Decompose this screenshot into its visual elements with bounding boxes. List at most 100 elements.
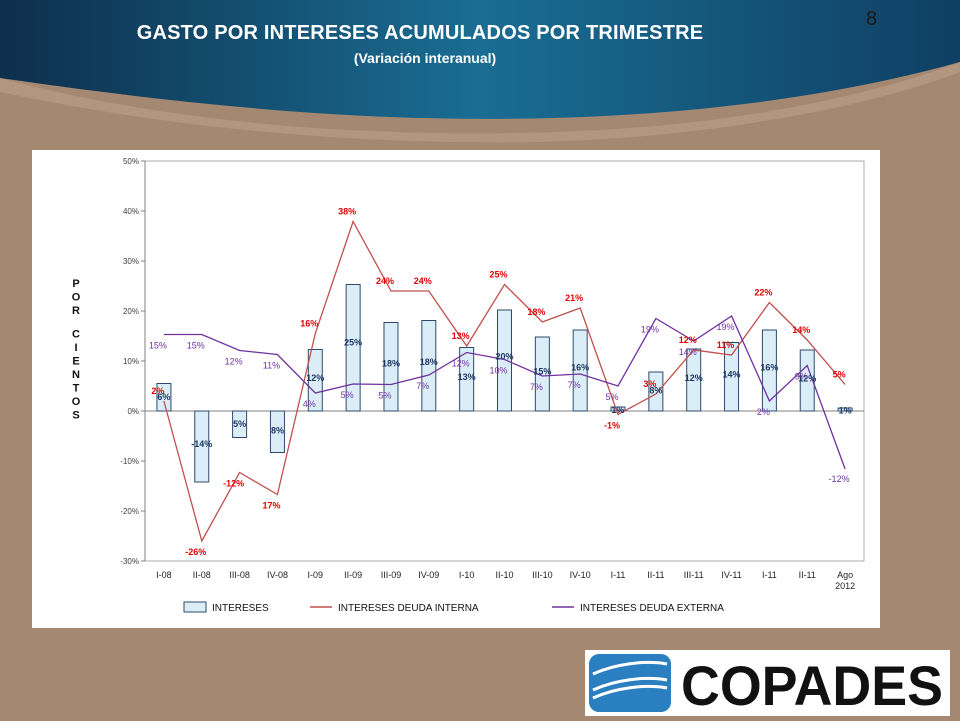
data-label-deuda-externa: 2% (757, 407, 770, 417)
bar-intereses (459, 347, 475, 412)
data-label-deuda-interna: 3% (643, 379, 656, 389)
logo-text: COPADES (681, 654, 943, 716)
data-label-deuda-externa: -12% (829, 474, 850, 484)
data-label-deuda-externa: 10% (489, 366, 507, 376)
data-label-deuda-interna: 11% (717, 340, 735, 350)
data-label-deuda-externa: 7% (568, 380, 581, 390)
legend-label-deuda-externa: INTERESES DEUDA EXTERNA (580, 603, 724, 614)
data-label-deuda-interna: -26% (185, 547, 206, 557)
x-tick-label: III-08 (229, 570, 250, 580)
x-tick-label: III-10 (532, 570, 553, 580)
data-label-intereses: 16% (760, 362, 778, 372)
x-tick-label: I-08 (156, 570, 172, 580)
x-tick-label: I-11 (611, 570, 626, 580)
x-tick-label: IV-10 (570, 570, 591, 580)
header-background (0, 0, 960, 150)
data-label-intereses: 5% (233, 419, 246, 429)
x-tick-label: III-09 (381, 570, 402, 580)
bar-intereses (648, 371, 664, 412)
data-label-deuda-interna: -12% (223, 479, 244, 489)
data-label-deuda-interna: 2% (151, 386, 164, 396)
legend-label-intereses: INTERESES (212, 603, 269, 614)
x-tick-label: II-08 (193, 570, 211, 580)
data-label-deuda-interna: 5% (833, 370, 846, 380)
header-banner: GASTO POR INTERESES ACUMULADOS POR TRIME… (0, 0, 960, 150)
bar-intereses (345, 284, 361, 412)
data-label-deuda-interna: 17% (262, 501, 280, 511)
data-label-intereses: 15% (533, 366, 551, 376)
y-tick-label: 20% (123, 307, 139, 316)
data-label-deuda-interna: 18% (527, 307, 545, 317)
bar-intereses (572, 329, 588, 412)
data-label-deuda-externa: 12% (452, 359, 470, 369)
bar-intereses (307, 349, 323, 412)
y-tick-label: 40% (123, 207, 139, 216)
legend-label-deuda-interna: INTERESES DEUDA INTERNA (338, 603, 479, 614)
x-tick-label: II-11 (799, 570, 816, 580)
page-number: 8 (866, 8, 878, 30)
data-label-deuda-interna: 38% (338, 207, 356, 217)
data-label-deuda-externa: 4% (303, 399, 316, 409)
x-tick-label: II-11 (647, 570, 664, 580)
bar-intereses (269, 410, 285, 453)
y-tick-label: -20% (120, 507, 139, 516)
x-tick-label: IV-09 (418, 570, 439, 580)
data-label-intereses: 13% (458, 372, 476, 382)
bar-intereses (610, 406, 626, 412)
data-label-deuda-externa: 7% (416, 381, 429, 391)
data-label-deuda-interna: 16% (300, 319, 318, 329)
data-label-deuda-externa: 14% (679, 347, 697, 357)
y-tick-label: -30% (120, 557, 139, 566)
x-tick-label: Ago 2012 (835, 570, 855, 591)
x-tick-label: III-11 (684, 570, 704, 580)
y-tick-label: 30% (123, 257, 139, 266)
line-deuda-interna (163, 219, 846, 543)
data-label-intereses: 14% (723, 369, 741, 379)
bar-intereses (383, 322, 399, 412)
x-tick-label: IV-11 (721, 570, 741, 580)
logo-graphic: COPADES (589, 654, 943, 717)
bar-intereses (497, 309, 512, 412)
data-label-deuda-externa: 7% (530, 382, 543, 392)
bar-intereses (686, 348, 702, 412)
data-label-intereses: 16% (571, 362, 589, 372)
x-tick-label: IV-08 (267, 570, 288, 580)
data-label-intereses: 20% (495, 351, 513, 361)
data-label-deuda-interna: 21% (565, 293, 583, 303)
data-label-deuda-interna: 24% (376, 276, 394, 286)
data-label-intereses: 8% (271, 426, 284, 436)
data-label-intereses: 25% (344, 337, 362, 347)
line-deuda-externa (163, 315, 846, 470)
data-label-deuda-externa: 19% (717, 322, 735, 332)
data-label-deuda-externa: 19% (641, 325, 659, 335)
data-label-intereses: 1% (839, 405, 852, 415)
bar-intereses (156, 383, 172, 412)
x-tick-label: I-10 (459, 570, 475, 580)
data-label-deuda-interna: 25% (489, 270, 507, 280)
data-label-deuda-interna: -1% (604, 421, 620, 431)
x-tick-label: II-10 (495, 570, 513, 580)
bar-intereses (194, 410, 210, 483)
data-label-intereses: 18% (382, 358, 400, 368)
bar-intereses (421, 320, 437, 412)
data-label-deuda-externa: 5% (378, 391, 391, 401)
legend-swatch-intereses (183, 601, 207, 613)
data-label-deuda-externa: 5% (606, 392, 619, 402)
copades-logo: COPADES (585, 650, 950, 717)
bar-intereses (761, 329, 777, 412)
x-tick-label: I-09 (308, 570, 324, 580)
data-label-deuda-interna: 14% (792, 325, 810, 335)
data-label-intereses: -14% (191, 439, 212, 449)
x-tick-label: I-11 (762, 570, 777, 580)
bar-intereses (534, 336, 550, 412)
data-label-deuda-interna: 13% (452, 331, 470, 341)
data-label-deuda-externa: 9% (795, 372, 808, 382)
bar-intereses (837, 407, 853, 412)
bar-intereses (799, 349, 815, 412)
data-label-deuda-interna: 12% (679, 335, 697, 345)
data-label-intereses: 12% (798, 373, 816, 383)
data-label-deuda-externa: 11% (263, 361, 280, 371)
data-label-deuda-externa: 12% (225, 357, 243, 367)
